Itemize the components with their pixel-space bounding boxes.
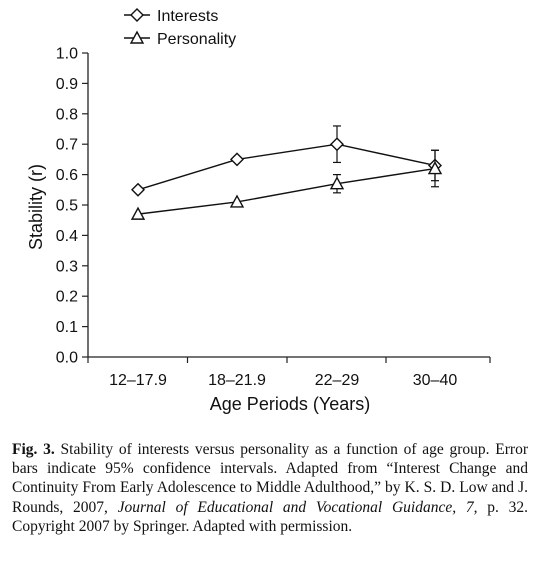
legend-personality-label: Personality <box>157 31 236 48</box>
line-chart: 0.0 0.1 0.2 0.3 0.4 0.5 0.6 0.7 0.8 0.9 1.0 12–17.9… <box>26 8 491 414</box>
y-tick-label: 0.1 <box>56 319 78 336</box>
personality-point <box>427 161 443 175</box>
personality-point <box>130 206 146 220</box>
legend-interests-marker <box>130 8 144 22</box>
caption-label: Fig. 3. <box>12 441 55 458</box>
y-tick-label: 0.5 <box>56 198 78 215</box>
personality-point <box>229 194 245 208</box>
y-tick-label: 0.4 <box>56 228 78 245</box>
interests-point <box>230 152 244 167</box>
x-tick-label: 30–40 <box>413 372 458 389</box>
y-axis-title: Stability (r) <box>26 164 46 250</box>
personality-series-line <box>137 167 436 215</box>
y-tick-label: 0.6 <box>56 167 78 184</box>
y-tick-label: 0.8 <box>56 106 78 123</box>
y-tick-label: 1.0 <box>56 46 78 63</box>
y-tick-label: 0.3 <box>56 258 78 275</box>
caption-text: Stability of interests versus personalit… <box>12 441 529 516</box>
x-tick-label: 22–29 <box>315 372 360 389</box>
interests-series-line <box>137 143 436 191</box>
y-tick-label: 0.0 <box>56 350 78 367</box>
y-tick-label: 0.9 <box>56 76 78 93</box>
interests-point <box>131 182 145 197</box>
x-axis-title: Age Periods (Years) <box>210 394 370 414</box>
x-tick-label: 18–21.9 <box>208 372 266 389</box>
caption-journal: Journal of Educational and Vocational Gu… <box>117 498 478 516</box>
y-tick-label: 0.2 <box>56 289 78 306</box>
x-tick-label: 12–17.9 <box>109 372 167 389</box>
legend-interests-label: Interests <box>157 8 218 25</box>
caption-text-end: p. 32. Copyright 2007 by Springer. Adapt… <box>12 498 528 535</box>
personality-point <box>329 176 345 190</box>
interests-point <box>330 137 344 152</box>
figure-caption: Fig. 3. Stability of interests versus pe… <box>12 440 528 536</box>
legend-personality-marker <box>129 30 145 44</box>
y-tick-label: 0.7 <box>56 137 78 154</box>
